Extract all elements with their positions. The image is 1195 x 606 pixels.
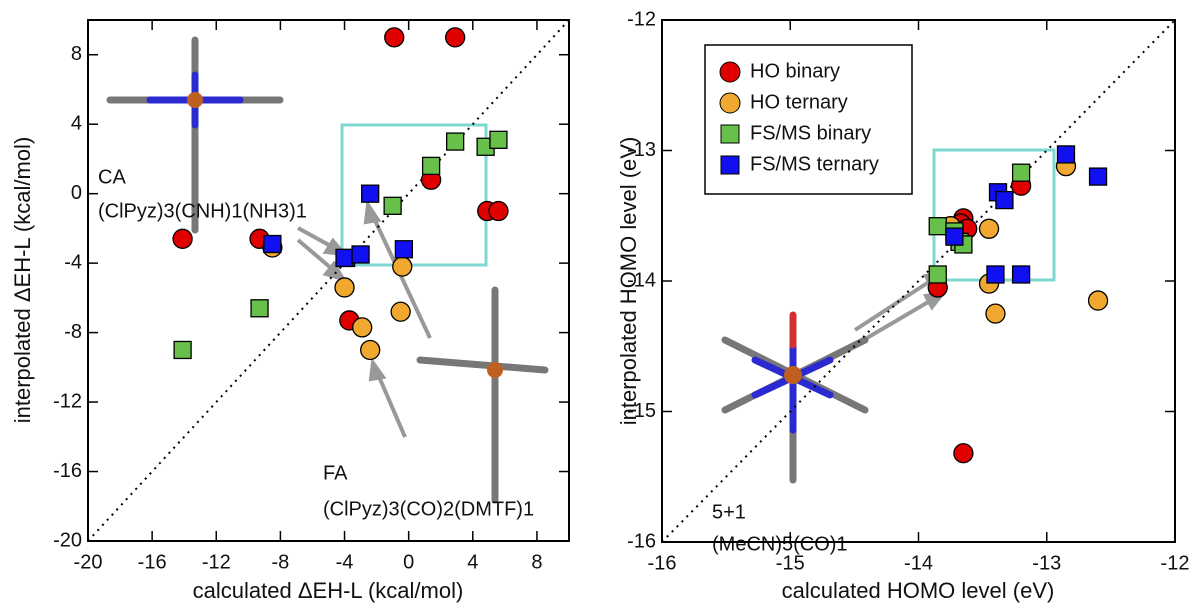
square-marker	[423, 157, 440, 174]
circle-marker	[1089, 291, 1108, 310]
circle-marker	[391, 302, 410, 321]
annotation: FA	[323, 462, 348, 484]
legend-label: FS/MS ternary	[750, 153, 879, 175]
y-tick-label: -16	[627, 530, 656, 552]
circle-marker	[353, 318, 372, 337]
y-tick-label: -20	[53, 529, 82, 551]
y-axis-label: interpolated ΔEH-L (kcal/mol)	[10, 137, 35, 424]
circle-marker	[173, 229, 192, 248]
square-marker	[1013, 266, 1030, 283]
square-marker	[1090, 168, 1107, 185]
x-tick-label: -12	[1161, 552, 1190, 574]
y-tick-label: 0	[71, 182, 82, 204]
x-tick-label: -20	[74, 551, 103, 573]
x-tick-label: -15	[776, 552, 805, 574]
y-tick-label: -8	[64, 321, 82, 343]
legend-swatch	[720, 93, 740, 113]
annotation: (ClPyz)3(CO)2(DMTF)1	[323, 498, 534, 520]
highlight-box	[934, 150, 1054, 280]
x-axis-label: calculated HOMO level (eV)	[782, 578, 1055, 603]
circle-marker	[446, 28, 465, 47]
square-marker	[1057, 146, 1074, 163]
legend-swatch	[720, 62, 740, 82]
square-marker	[362, 185, 379, 202]
square-marker	[490, 131, 507, 148]
square-marker	[336, 249, 353, 266]
circle-marker	[335, 278, 354, 297]
annotation: CA	[98, 166, 126, 188]
y-tick-label: -12	[627, 8, 656, 30]
x-axis-label: calculated ΔEH-L (kcal/mol)	[193, 578, 464, 603]
x-tick-label: -12	[202, 551, 231, 573]
square-marker	[1013, 164, 1030, 181]
y-tick-label: -13	[627, 139, 656, 161]
x-tick-label: -13	[1032, 552, 1061, 574]
square-marker	[352, 246, 369, 263]
square-marker	[174, 341, 191, 358]
square-marker	[946, 228, 963, 245]
square-marker	[987, 266, 1004, 283]
x-tick-label: -8	[272, 551, 290, 573]
square-marker	[929, 218, 946, 235]
y-tick-label: -12	[53, 390, 82, 412]
y-tick-label: -14	[627, 269, 656, 291]
circle-marker	[489, 202, 508, 221]
square-marker	[996, 192, 1013, 209]
legend-label: HO binary	[750, 60, 840, 82]
figure: CA (ClPyz)3(CNH)1(NH3)1 FA (ClPyz)3(CO)2…	[0, 0, 1195, 606]
x-tick-label: -16	[138, 551, 167, 573]
legend-swatch	[721, 125, 739, 143]
circle-marker	[954, 444, 973, 463]
x-tick-label: -16	[648, 552, 677, 574]
y-tick-label: -16	[53, 460, 82, 482]
square-marker	[384, 197, 401, 214]
circle-marker	[361, 340, 380, 359]
x-tick-label: 8	[531, 551, 542, 573]
circle-marker	[385, 28, 404, 47]
x-tick-label: 4	[467, 551, 478, 573]
y-tick-label: -4	[64, 251, 82, 273]
y-tick-label: -15	[627, 400, 656, 422]
square-marker	[251, 300, 268, 317]
y-tick-label: 4	[71, 112, 82, 134]
x-tick-label: -14	[904, 552, 933, 574]
square-marker	[447, 133, 464, 150]
x-tick-label: 0	[403, 551, 414, 573]
x-tick-label: -4	[336, 551, 354, 573]
legend-label: FS/MS binary	[750, 122, 871, 144]
circle-marker	[393, 257, 412, 276]
legend-swatch	[721, 156, 739, 174]
circle-marker	[980, 219, 999, 238]
square-marker	[264, 236, 281, 253]
circle-marker	[986, 304, 1005, 323]
y-tick-label: 8	[71, 43, 82, 65]
legend-label: HO ternary	[750, 91, 848, 113]
square-marker	[395, 241, 412, 258]
square-marker	[929, 266, 946, 283]
annotation: 5+1	[712, 501, 746, 523]
annotation: (ClPyz)3(CNH)1(NH3)1	[98, 200, 307, 222]
